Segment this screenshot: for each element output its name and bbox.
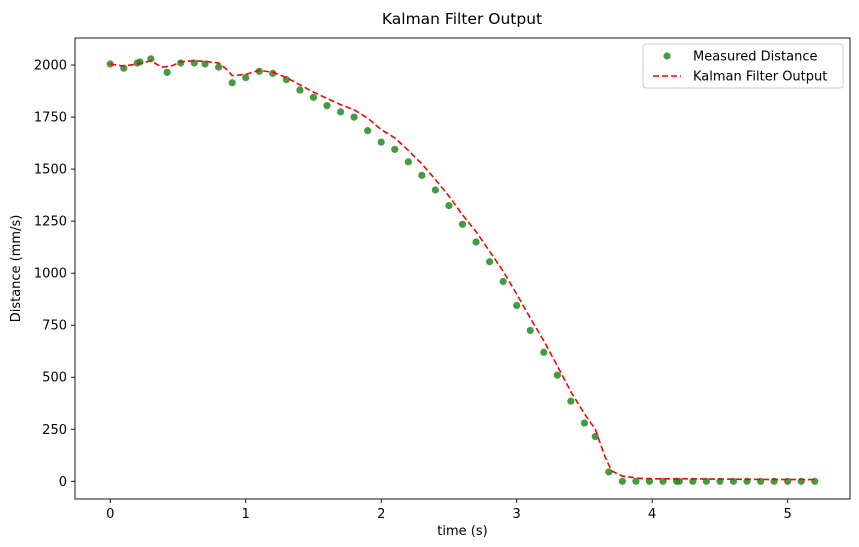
x-axis-title: time (s)	[437, 524, 487, 539]
plot-frame	[74, 37, 851, 500]
y-tick-label: 1500	[34, 163, 67, 178]
measured-point	[323, 102, 331, 110]
measured-point	[580, 419, 589, 427]
measured-point	[526, 326, 534, 335]
measured-point	[499, 277, 507, 286]
legend-label-kalman: Kalman Filter Output	[693, 70, 827, 85]
y-tick-label: 1000	[34, 267, 67, 282]
measured-point	[242, 73, 250, 82]
x-tick-label: 4	[648, 507, 656, 522]
legend-label-measured: Measured Distance	[693, 50, 817, 65]
measured-point	[632, 477, 640, 485]
measured-point	[540, 348, 548, 356]
measured-point	[618, 477, 626, 485]
measured-point	[567, 397, 575, 405]
y-tick-label: 0	[59, 475, 67, 490]
y-tick-label: 1750	[34, 111, 67, 126]
measured-point	[377, 138, 385, 146]
measured-point	[485, 258, 494, 266]
measured-point	[215, 63, 223, 71]
measured-point	[309, 93, 318, 101]
x-tick-label: 2	[377, 507, 385, 522]
measured-point	[458, 220, 467, 228]
measured-point	[418, 171, 426, 179]
legend-marker-measured	[663, 52, 671, 60]
legend-box	[642, 43, 844, 89]
measured-point	[811, 477, 819, 485]
measured-point	[797, 477, 805, 485]
measured-point	[336, 108, 345, 116]
measured-point	[163, 68, 171, 76]
y-tick-label: 750	[42, 319, 67, 334]
chart-title: Kalman Filter Output	[382, 10, 542, 28]
x-tick-label: 1	[242, 507, 250, 522]
measured-point	[255, 67, 263, 75]
y-tick-label: 2000	[34, 59, 67, 74]
measured-point	[513, 301, 521, 310]
measured-point	[228, 79, 236, 87]
measured-point	[364, 127, 372, 135]
x-tick-label: 3	[513, 507, 521, 522]
measured-point	[282, 76, 290, 84]
measured-point	[269, 69, 277, 77]
y-axis-title: Distance (mm/s)	[9, 215, 24, 323]
x-tick-label: 5	[784, 507, 792, 522]
measured-point	[605, 468, 613, 476]
measured-point	[177, 59, 185, 67]
kalman-line	[110, 60, 815, 481]
measured-point	[591, 432, 599, 441]
y-tick-label: 500	[42, 371, 67, 386]
measured-point	[350, 113, 358, 121]
x-tick-label: 0	[106, 507, 114, 522]
measured-point	[391, 145, 399, 153]
axis-ticks: 0 1 2 3 4 5 0 250 500 750 1000 1250 1500 1750 2000	[34, 59, 792, 522]
y-tick-label: 250	[42, 423, 67, 438]
measured-point	[472, 238, 480, 246]
y-tick-label: 1250	[34, 215, 67, 230]
measured-point	[404, 158, 412, 166]
measured-point	[431, 186, 440, 194]
measured-point	[553, 371, 561, 379]
measured-point	[445, 201, 453, 210]
legend: Measured Distance Kalman Filter Output	[642, 43, 844, 89]
plot-area	[106, 55, 819, 485]
measured-point	[296, 86, 304, 94]
